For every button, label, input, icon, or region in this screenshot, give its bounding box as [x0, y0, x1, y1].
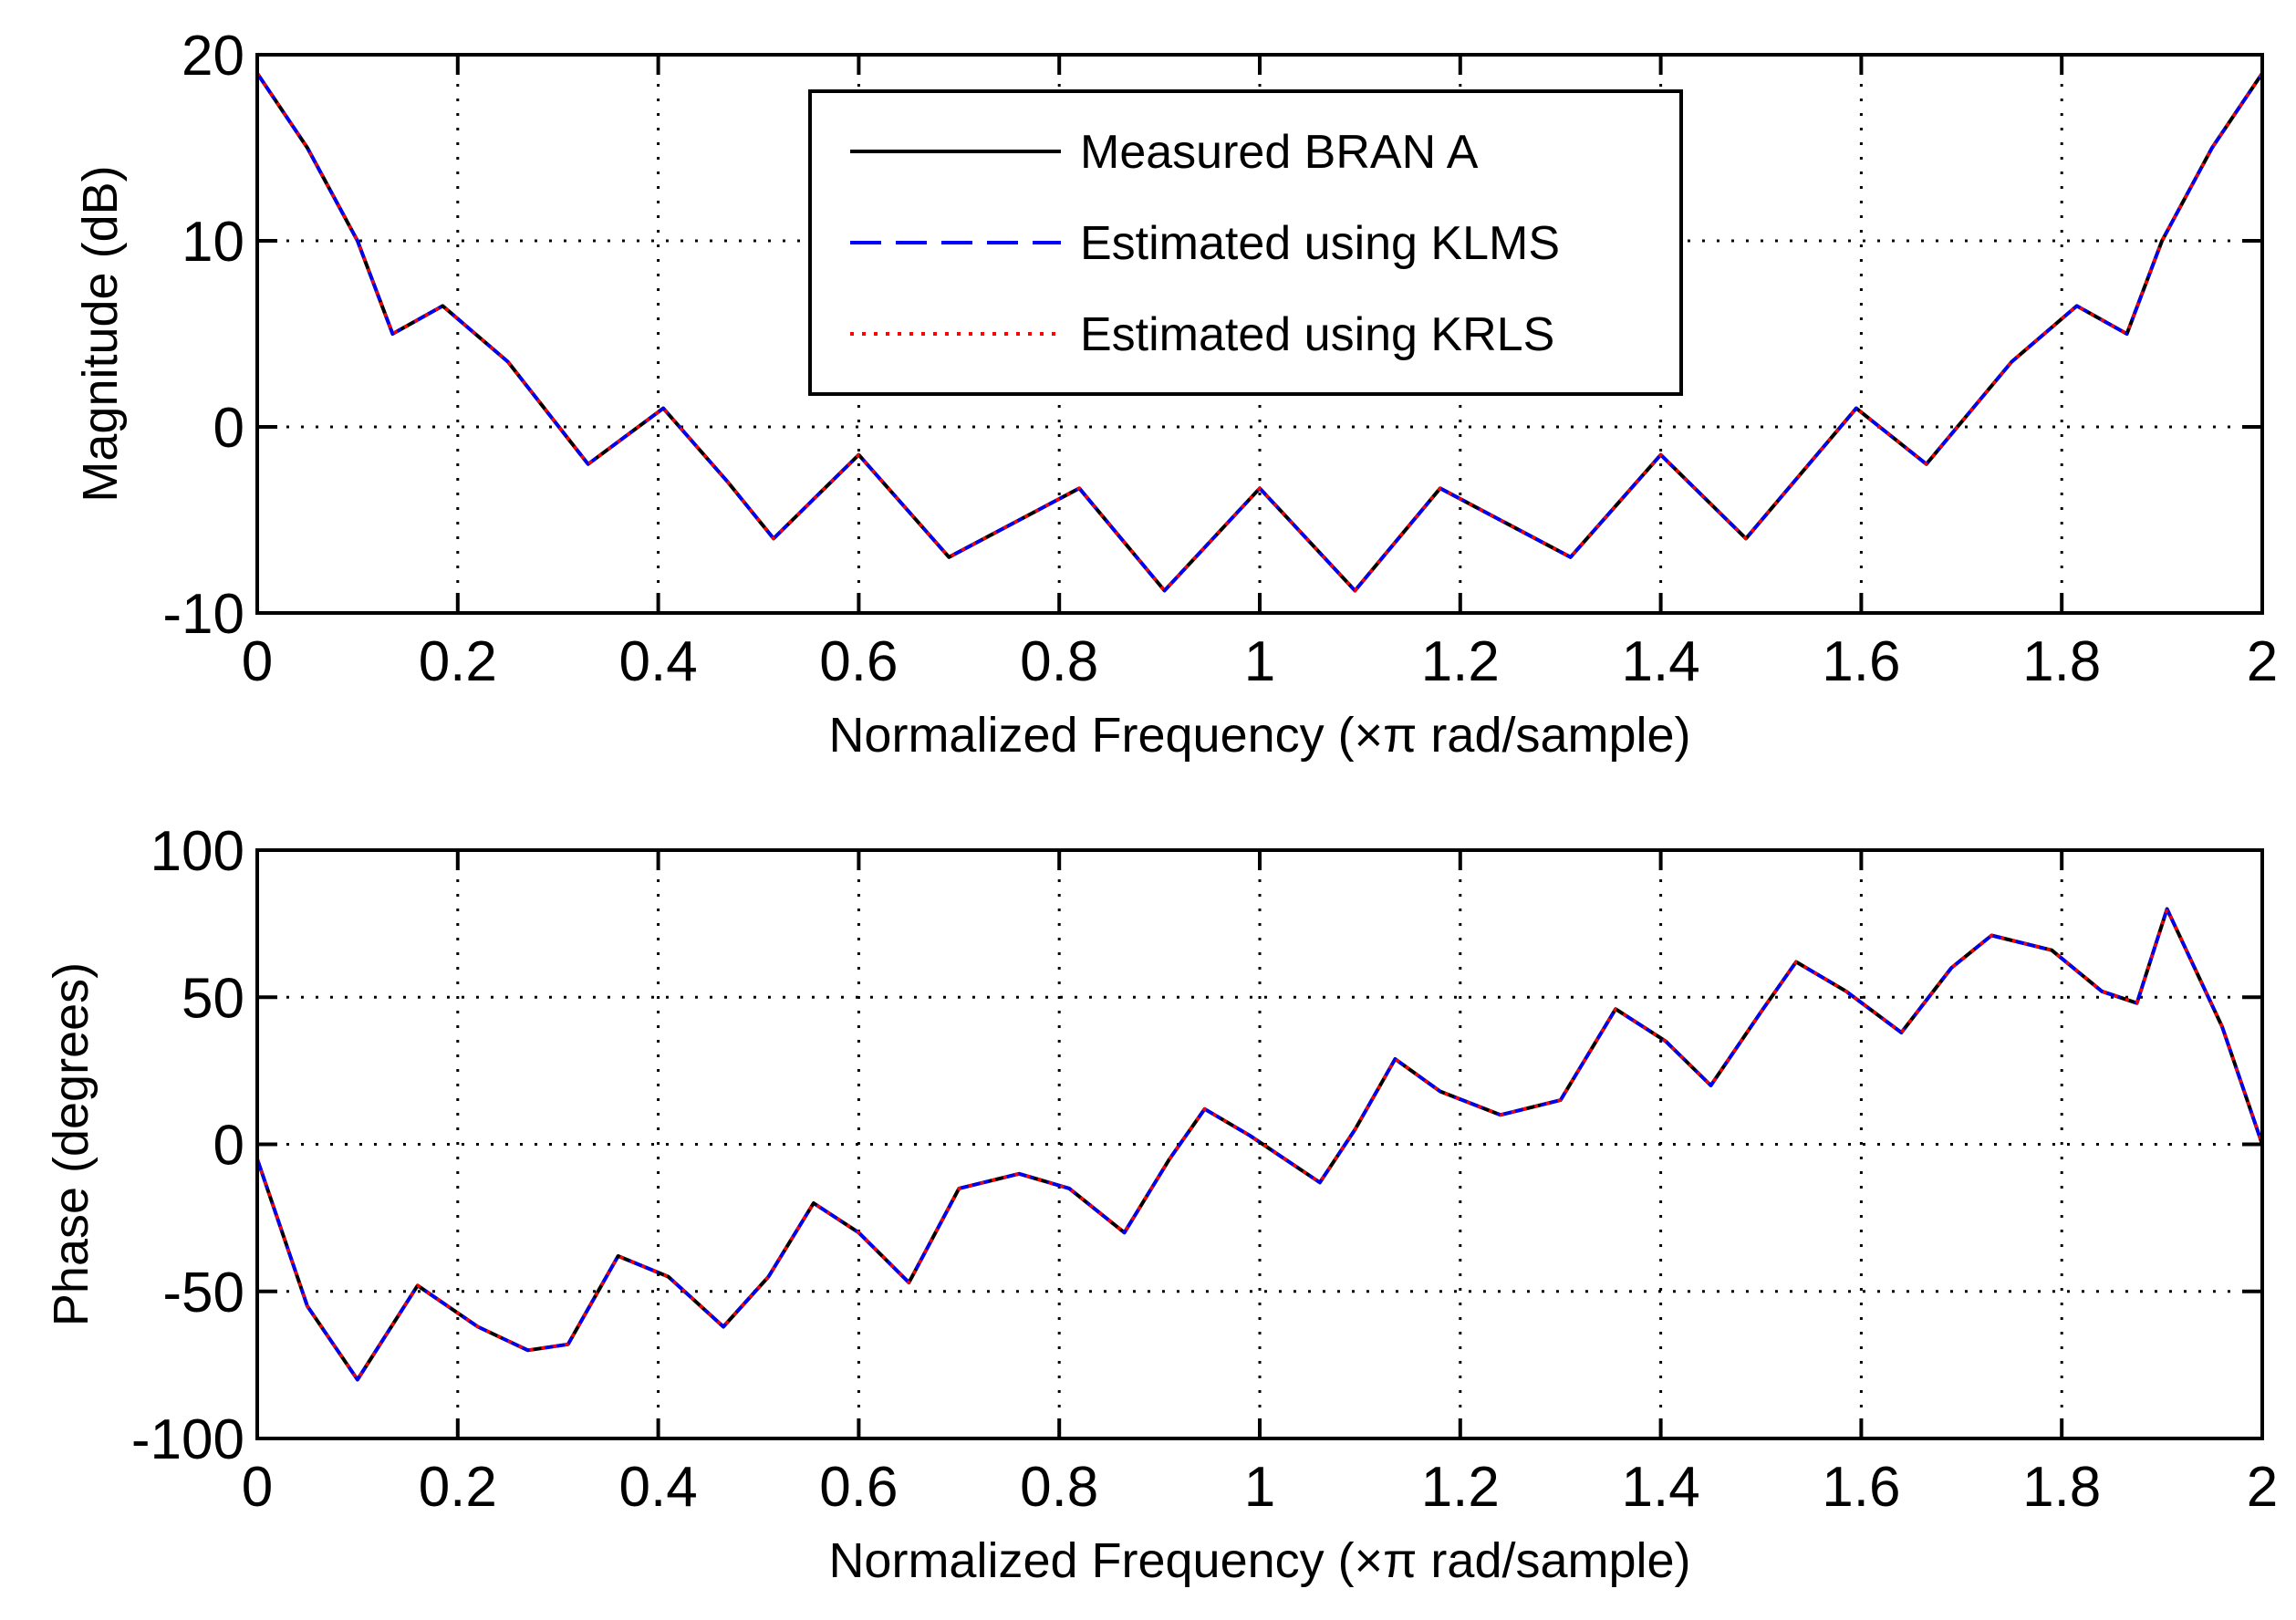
magnitude-xtick-label: 1.2: [1421, 630, 1500, 693]
magnitude-ytick-label: 0: [213, 397, 244, 460]
magnitude-xtick-label: 0.2: [419, 630, 497, 693]
magnitude-panel: 0 0.2 0.4 0.6 0.8 1 1.2 1.4 1.6 1.8 2-1001020Norma…: [73, 25, 2278, 763]
phase-xtick-label: 1.6: [1822, 1456, 1900, 1519]
phase-xtick-label: 0.6: [819, 1456, 898, 1519]
magnitude-xtick-label: 1.8: [2022, 630, 2101, 693]
phase-ytick-label: 50: [182, 967, 244, 1030]
magnitude-xtick-label: 0.8: [1020, 630, 1098, 693]
magnitude-xtick-label: 0: [242, 630, 273, 693]
legend: Measured BRAN A Estimated using KLMS Estim…: [808, 89, 1683, 396]
phase-xtick-label: 0.4: [618, 1456, 697, 1519]
magnitude-xtick-label: 2: [2247, 630, 2278, 693]
magnitude-y-axis-label: Magnitude (dB): [73, 165, 128, 502]
phase-ytick-label: -50: [162, 1262, 244, 1324]
phase-xtick-label: 0: [242, 1456, 273, 1519]
phase-xtick-label: 1.8: [2022, 1456, 2101, 1519]
legend-label-estimated-using-klms: Estimated using KLMS: [1080, 217, 1560, 270]
phase-xtick-label: 0.8: [1020, 1456, 1098, 1519]
phase-ytick-label: 100: [151, 820, 244, 883]
legend-label-estimated-using-krls: Estimated using KRLS: [1080, 308, 1554, 361]
magnitude-xtick-label: 1.6: [1822, 630, 1900, 693]
phase-xtick-label: 1: [1244, 1456, 1275, 1519]
legend-label-measured-bran-a: Measured BRAN A: [1080, 126, 1479, 179]
magnitude-xtick-label: 0.4: [618, 630, 697, 693]
magnitude-ytick-label: -10: [162, 583, 244, 646]
phase-xtick-label: 0.2: [419, 1456, 497, 1519]
magnitude-ytick-label: 10: [182, 211, 244, 274]
magnitude-ytick-label: 20: [182, 25, 244, 88]
magnitude-xtick-label: 1: [1244, 630, 1275, 693]
magnitude-x-axis-label: Normalized Frequency (×π rad/sample): [828, 708, 1690, 763]
phase-panel: 0 0.2 0.4 0.6 0.8 1 1.2 1.4 1.6 1.8 2 -100 -50 0 50 100…: [44, 820, 2278, 1588]
phase-x-axis-label: Normalized Frequency (×π rad/sample): [828, 1533, 1690, 1588]
phase-ytick-label: -100: [131, 1408, 244, 1471]
phase-series-estimated-using-krls: [255, 907, 2264, 1382]
phase-ytick-label: 0: [213, 1115, 244, 1178]
phase-xtick-label: 1.4: [1621, 1456, 1699, 1519]
magnitude-xtick-label: 0.6: [819, 630, 898, 693]
phase-xtick-label: 2: [2247, 1456, 2278, 1519]
magnitude-xtick-label: 1.4: [1621, 630, 1699, 693]
phase-xtick-label: 1.2: [1421, 1456, 1500, 1519]
phase-y-axis-label: Phase (degrees): [44, 962, 99, 1326]
magnitude-series-estimated-using-krls: [255, 72, 2264, 593]
